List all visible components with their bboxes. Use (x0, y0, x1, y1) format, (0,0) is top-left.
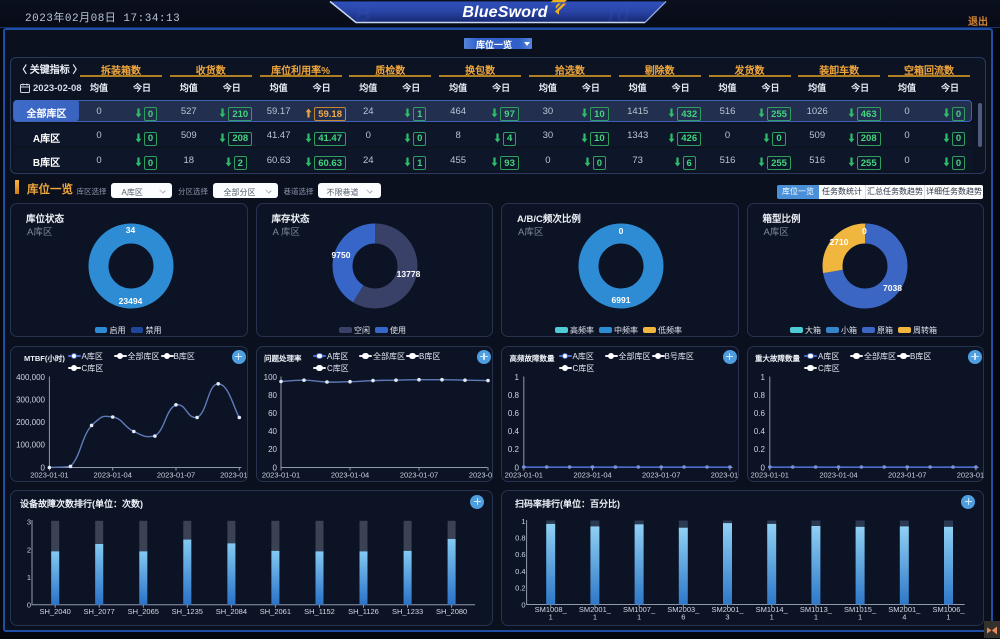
svg-text:1: 1 (770, 613, 774, 622)
svg-text:SM2001_: SM2001_ (579, 605, 612, 614)
svg-text:400,000: 400,000 (16, 373, 45, 382)
svg-text:2023-01-07: 2023-01-07 (399, 471, 437, 480)
svg-text:SH_2077: SH_2077 (84, 607, 115, 616)
svg-text:3: 3 (725, 613, 729, 622)
svg-text:SM1008_: SM1008_ (535, 605, 568, 614)
svg-text:0.4: 0.4 (508, 427, 520, 436)
svg-text:2023-01-10: 2023-01-10 (956, 471, 983, 480)
svg-text:SH_2084: SH_2084 (216, 607, 247, 616)
svg-text:6: 6 (681, 613, 685, 622)
svg-text:SM1006_: SM1006_ (932, 605, 965, 614)
svg-text:0.2: 0.2 (753, 445, 765, 454)
svg-text:SM2001_: SM2001_ (711, 605, 744, 614)
svg-text:2023-01-10: 2023-01-10 (220, 471, 247, 480)
svg-text:0.8: 0.8 (515, 534, 525, 543)
svg-text:SM2003_: SM2003_ (667, 605, 700, 614)
svg-text:60: 60 (268, 409, 277, 418)
svg-text:SM1014_: SM1014_ (756, 605, 789, 614)
svg-text:2023-01-04: 2023-01-04 (819, 471, 857, 480)
svg-text:2023-01-04: 2023-01-04 (94, 471, 132, 480)
svg-text:1: 1 (858, 613, 862, 622)
svg-text:2023-01-04: 2023-01-04 (330, 471, 368, 480)
svg-text:1: 1 (760, 373, 765, 382)
svg-text:1: 1 (515, 373, 520, 382)
svg-text:1: 1 (814, 613, 818, 622)
svg-text:SH_2040: SH_2040 (40, 607, 71, 616)
svg-text:2023-01-01: 2023-01-01 (30, 471, 68, 480)
svg-text:0: 0 (760, 463, 765, 472)
svg-text:SH_2065: SH_2065 (128, 607, 159, 616)
svg-text:0.6: 0.6 (515, 550, 525, 559)
svg-text:2023-01-10: 2023-01-10 (468, 471, 492, 480)
svg-text:80: 80 (268, 391, 277, 400)
svg-text:4: 4 (902, 613, 906, 622)
svg-text:0.6: 0.6 (508, 409, 520, 418)
svg-text:2: 2 (27, 545, 31, 554)
svg-text:2023-01-07: 2023-01-07 (888, 471, 926, 480)
svg-text:1: 1 (637, 613, 641, 622)
svg-text:0.8: 0.8 (508, 391, 520, 400)
svg-text:SM1015_: SM1015_ (844, 605, 877, 614)
svg-text:SH_1233: SH_1233 (392, 607, 423, 616)
svg-text:SM1007_: SM1007_ (623, 605, 656, 614)
svg-text:0.2: 0.2 (508, 445, 520, 454)
svg-text:1: 1 (946, 613, 950, 622)
svg-text:2023-01-01: 2023-01-01 (261, 471, 299, 480)
svg-text:1: 1 (521, 517, 525, 526)
svg-text:2023-01-07: 2023-01-07 (157, 471, 195, 480)
svg-text:SH_1152: SH_1152 (304, 607, 335, 616)
svg-text:0: 0 (272, 463, 277, 472)
svg-text:2023-01-01: 2023-01-01 (750, 471, 788, 480)
svg-text:0.8: 0.8 (753, 391, 765, 400)
svg-text:0: 0 (41, 463, 46, 472)
svg-text:0.2: 0.2 (515, 584, 525, 593)
svg-text:1: 1 (27, 573, 31, 582)
svg-text:2023-01-10: 2023-01-10 (711, 471, 738, 480)
svg-text:100: 100 (263, 373, 277, 382)
svg-text:1: 1 (549, 613, 553, 622)
svg-text:B: B (355, 1, 371, 26)
svg-text:2023-01-07: 2023-01-07 (642, 471, 680, 480)
svg-text:2023-01-04: 2023-01-04 (573, 471, 611, 480)
svg-text:SH_2061: SH_2061 (260, 607, 291, 616)
svg-text:0.6: 0.6 (753, 409, 765, 418)
svg-text:1: 1 (593, 613, 597, 622)
svg-text:0: 0 (515, 463, 520, 472)
svg-text:2023-01-01: 2023-01-01 (505, 471, 543, 480)
svg-text:SM2001_: SM2001_ (888, 605, 921, 614)
svg-text:SH_2080: SH_2080 (436, 607, 467, 616)
svg-text:0.4: 0.4 (515, 567, 525, 576)
svg-text:0.4: 0.4 (753, 427, 765, 436)
svg-text:SM1013_: SM1013_ (800, 605, 833, 614)
svg-text:rd: rd (608, 1, 631, 26)
svg-text:SH_1126: SH_1126 (348, 607, 379, 616)
svg-text:100,000: 100,000 (16, 441, 45, 450)
svg-text:300,000: 300,000 (16, 395, 45, 404)
svg-text:200,000: 200,000 (16, 418, 45, 427)
svg-text:3: 3 (27, 518, 31, 527)
svg-text:SH_1235: SH_1235 (172, 607, 203, 616)
svg-text:40: 40 (268, 427, 277, 436)
svg-text:20: 20 (268, 445, 277, 454)
svg-text:0: 0 (27, 601, 31, 610)
svg-text:0: 0 (521, 600, 525, 609)
